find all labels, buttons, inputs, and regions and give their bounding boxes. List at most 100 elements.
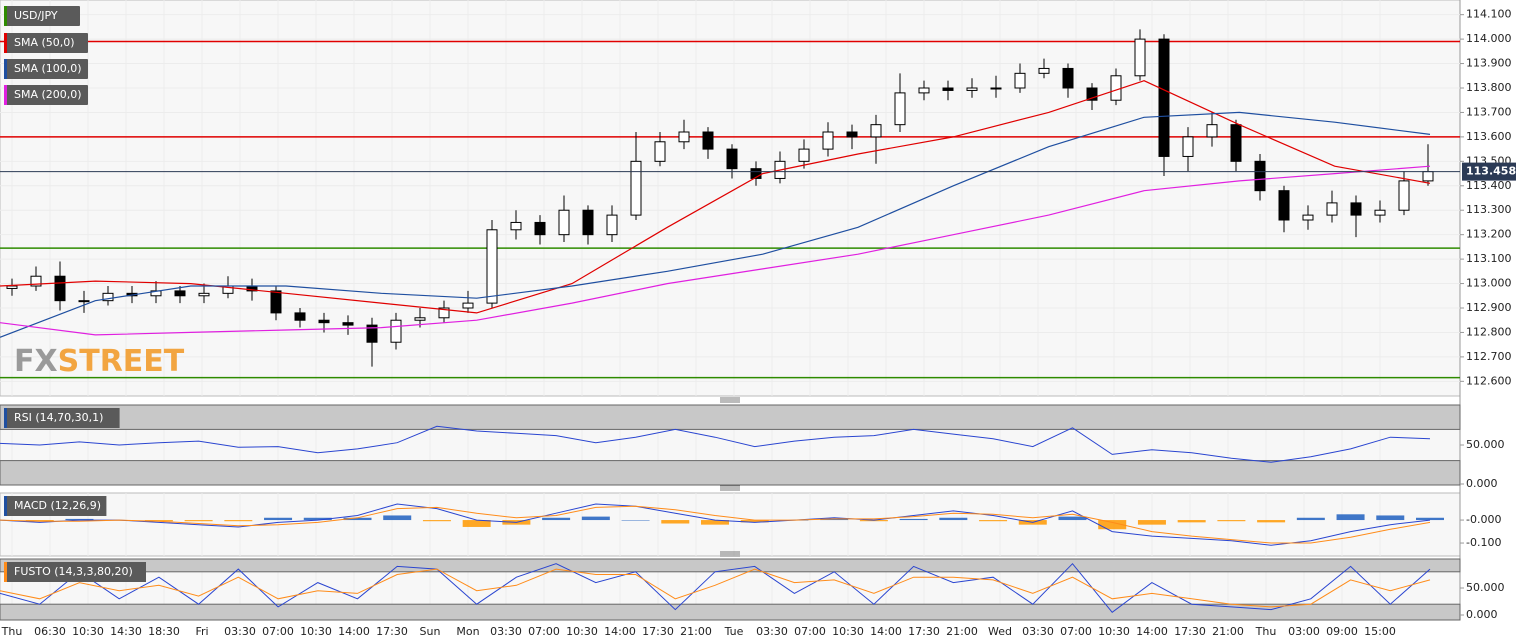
histogram-bar <box>25 520 54 522</box>
panel-frame <box>0 0 1461 397</box>
histogram-bar <box>1098 520 1127 530</box>
legend-swatch <box>4 6 7 26</box>
y-tick-label: 112.800 <box>1466 325 1512 338</box>
x-tick-label: 03:30 <box>224 625 256 638</box>
candle-body <box>654 141 666 162</box>
x-tick-label: Thu <box>1255 625 1277 638</box>
legend-box <box>4 562 146 582</box>
histogram-bar <box>224 520 253 522</box>
x-tick-label: 14:00 <box>1136 625 1168 638</box>
x-tick-label: 03:30 <box>490 625 522 638</box>
candle-body <box>438 307 450 319</box>
y-tick-label: 114.000 <box>1466 32 1512 45</box>
y-tick-label: 0.000 <box>1466 477 1498 490</box>
legend-box <box>4 85 88 105</box>
histogram-bar <box>1416 517 1444 521</box>
histogram-bar <box>264 517 293 521</box>
sma-line <box>0 111 1431 338</box>
band-lower <box>0 460 1461 486</box>
candle-body <box>1158 38 1170 157</box>
histogram-bar <box>303 517 332 521</box>
sma-line <box>0 80 1431 314</box>
candle-body <box>942 87 954 91</box>
candle-body <box>414 317 426 321</box>
candle-body <box>1374 209 1386 216</box>
candle-body <box>1254 160 1266 192</box>
candle-body <box>1326 202 1338 216</box>
x-tick-label: 03:30 <box>756 625 788 638</box>
x-tick-label: 17:30 <box>908 625 940 638</box>
x-tick-label: 15:00 <box>1364 625 1396 638</box>
candle-body <box>1206 124 1218 138</box>
y-tick-label: 113.400 <box>1466 179 1512 192</box>
histogram-bar <box>383 515 412 521</box>
x-tick-label: 03:30 <box>1022 625 1054 638</box>
candle-body <box>870 124 882 138</box>
legend-label: RSI (14,70,30,1) <box>14 411 103 424</box>
histogram-bar <box>820 518 849 521</box>
y-tick-label: 112.600 <box>1466 374 1512 387</box>
candle-body <box>918 87 930 94</box>
logo-part: FX <box>14 344 58 379</box>
x-tick-label: 07:00 <box>528 625 560 638</box>
logo: FXSTREET <box>14 344 185 379</box>
x-tick-label: 21:00 <box>1212 625 1244 638</box>
candle-body <box>54 275 66 302</box>
legend-label: SMA (100,0) <box>14 62 82 75</box>
candle-body <box>1038 67 1050 74</box>
candle-body <box>630 160 642 216</box>
band-upper <box>0 558 1461 573</box>
candle-body <box>486 229 498 304</box>
candle-body <box>6 285 18 289</box>
x-tick-label: 07:00 <box>1060 625 1092 638</box>
candle-body <box>582 209 594 236</box>
x-tick-label: 10:30 <box>300 625 332 638</box>
histogram-bar <box>979 520 1008 522</box>
candle-body <box>342 322 354 326</box>
legend-swatch <box>4 59 7 79</box>
y-tick-label: 113.600 <box>1466 130 1512 143</box>
histogram-bar <box>343 517 372 521</box>
legend-box <box>4 59 88 79</box>
legend-box <box>4 33 88 53</box>
candle-body <box>1422 171 1434 182</box>
candle-body <box>606 214 618 236</box>
y-tick-label: 112.700 <box>1466 350 1512 363</box>
y-tick-label: -0.000 <box>1466 513 1501 526</box>
y-tick-label: 50.000 <box>1466 581 1505 594</box>
legend-swatch <box>4 33 7 53</box>
legend-box <box>4 408 120 428</box>
legend-label: SMA (50,0) <box>14 36 75 49</box>
x-tick-label: 10:30 <box>1098 625 1130 638</box>
band-upper <box>0 404 1461 430</box>
legend-swatch <box>4 562 7 582</box>
histogram-bar <box>661 520 690 524</box>
histogram-bar <box>1058 516 1087 521</box>
histogram-bar <box>1257 520 1286 523</box>
legend-label: USD/JPY <box>14 9 58 22</box>
candle-body <box>1350 202 1362 216</box>
y-tick-label: 113.100 <box>1466 252 1512 265</box>
legend-label: SMA (200,0) <box>14 88 82 101</box>
histogram-bar <box>581 516 610 521</box>
histogram-bar <box>939 517 968 521</box>
y-tick-label: 113.900 <box>1466 57 1512 70</box>
candle-body <box>1182 136 1194 157</box>
candle-body <box>534 221 546 236</box>
histogram-bar <box>1336 514 1365 521</box>
indicator-line <box>0 503 1431 546</box>
histogram-bar <box>899 518 928 521</box>
histogram-bar <box>1177 520 1206 523</box>
histogram-bar <box>621 520 650 521</box>
indicator-line <box>0 568 1431 608</box>
band-lower <box>0 603 1461 621</box>
histogram-bar <box>422 520 451 522</box>
candle-body <box>510 221 522 231</box>
candle-body <box>1302 214 1314 221</box>
histogram-bar <box>144 520 173 522</box>
y-tick-label: 113.200 <box>1466 228 1512 241</box>
histogram-bar <box>462 520 491 527</box>
candle-body <box>894 92 906 126</box>
x-tick-label: 07:00 <box>262 625 294 638</box>
